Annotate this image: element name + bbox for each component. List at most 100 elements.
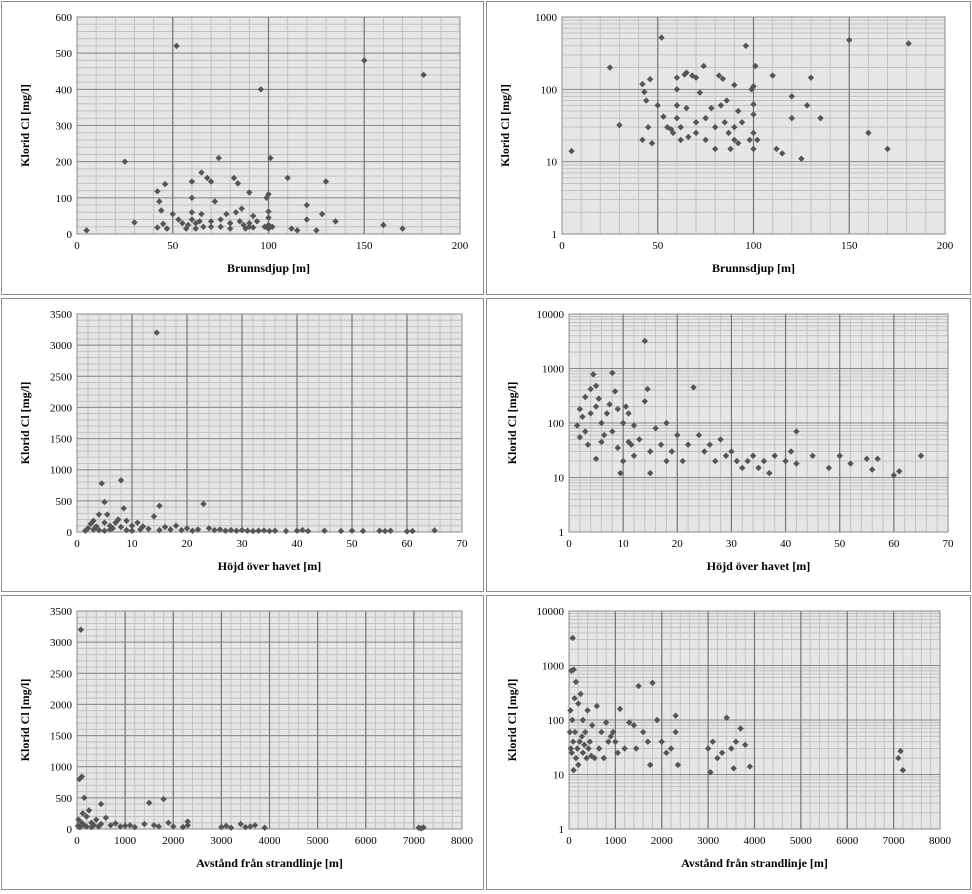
data-point — [265, 208, 272, 215]
data-point — [207, 178, 215, 185]
data-point — [163, 225, 171, 232]
y-tick-label: 1000 — [535, 12, 558, 24]
x-tick-label: 10 — [618, 538, 630, 550]
data-point — [566, 728, 574, 736]
y-tick-label: 1000 — [50, 465, 73, 477]
data-point — [722, 452, 730, 460]
data-point — [204, 174, 211, 182]
x-tick-label: 150 — [356, 240, 373, 252]
y-tick-label: 400 — [56, 84, 73, 96]
data-point — [663, 457, 670, 465]
data-point — [104, 511, 111, 518]
y-tick-label: 10 — [546, 157, 558, 169]
chart-panel-4: 0 10 20 30 40 50 60 70 1 10 100 1000 10000 Höjd över … — [486, 298, 971, 592]
data-point — [222, 527, 229, 534]
data-point — [612, 738, 619, 745]
data-point — [128, 522, 136, 529]
y-tick-label: 500 — [56, 793, 73, 805]
x-tick-label: 30 — [726, 538, 738, 550]
data-point — [288, 225, 295, 232]
data-point — [257, 86, 265, 93]
x-tick-label: 2000 — [162, 835, 185, 847]
data-point — [238, 205, 245, 212]
data-point — [271, 527, 279, 534]
y-tick-label: 100 — [548, 418, 565, 430]
x-axis-title: Höjd över havet [m] — [707, 559, 810, 573]
data-point — [577, 690, 584, 698]
x-tick-label: 40 — [780, 538, 792, 550]
data-point — [600, 754, 607, 762]
data-point — [578, 733, 586, 740]
plot-frame — [76, 610, 463, 830]
data-point — [200, 223, 207, 230]
data-point — [244, 527, 251, 534]
data-point — [874, 455, 881, 463]
y-tick-label: 1 — [552, 229, 558, 241]
data-point — [572, 754, 580, 762]
data-point — [188, 216, 196, 223]
y-tick-label: 1000 — [50, 762, 73, 774]
y-tick-label: 3500 — [50, 309, 73, 321]
data-point — [593, 702, 601, 710]
data-point — [773, 145, 780, 153]
data-point — [579, 716, 587, 724]
data-point — [760, 457, 768, 465]
plot-frame — [568, 610, 941, 830]
y-tick-label: 2000 — [50, 402, 73, 414]
data-point — [598, 419, 605, 427]
y-tick-label: 0 — [67, 824, 73, 836]
data-point — [230, 174, 238, 182]
x-tick-label: 1000 — [604, 835, 627, 847]
data-point — [677, 123, 684, 131]
data-point — [83, 813, 90, 820]
data-point — [188, 178, 196, 185]
data-point — [150, 513, 158, 520]
data-point — [83, 227, 90, 234]
data-point — [200, 500, 207, 508]
data-point — [123, 517, 130, 524]
x-tick-label: 0 — [74, 240, 80, 252]
data-point — [236, 218, 243, 225]
data-point — [695, 431, 703, 439]
y-tick-label: 1000 — [542, 661, 565, 673]
data-point — [158, 207, 165, 214]
data-point — [198, 169, 205, 176]
x-tick-label: 100 — [260, 240, 277, 252]
data-point — [569, 716, 576, 724]
data-point — [217, 223, 224, 230]
data-point — [420, 71, 427, 79]
data-point — [702, 114, 709, 122]
plot-area — [77, 314, 462, 532]
y-tick-label: 3000 — [50, 340, 73, 352]
y-tick-label: 3500 — [50, 606, 73, 618]
data-point — [582, 393, 589, 401]
data-point — [750, 83, 757, 90]
x-tick-label: 6000 — [836, 835, 859, 847]
data-point — [348, 527, 356, 534]
data-point — [749, 452, 757, 460]
data-point — [227, 225, 234, 232]
data-point — [313, 227, 320, 234]
data-point — [234, 180, 242, 187]
y-tick-label: 100 — [56, 193, 73, 205]
y-axis-title: Klorid Cl [mg/l] — [505, 679, 519, 762]
data-point — [227, 824, 235, 831]
data-point — [607, 733, 614, 740]
data-point — [249, 224, 257, 231]
data-point — [198, 210, 205, 218]
chart-distance-log: 0 1000 2000 3000 4000 5000 6000 7000 8000 1 10 100 1… — [505, 606, 952, 870]
data-point — [652, 425, 659, 432]
data-point — [128, 527, 136, 534]
data-point — [332, 218, 339, 225]
y-axis-title: Klorid Cl [mg/l] — [505, 382, 519, 465]
x-tick-label: 200 — [452, 240, 469, 252]
data-point — [588, 752, 595, 760]
data-point — [917, 452, 925, 460]
data-point — [643, 97, 650, 104]
data-point — [681, 71, 688, 78]
x-tick-label: 20 — [182, 538, 194, 550]
data-point — [626, 719, 633, 726]
x-tick-label: 30 — [237, 538, 249, 550]
grid — [77, 16, 460, 235]
data-point — [606, 64, 614, 71]
